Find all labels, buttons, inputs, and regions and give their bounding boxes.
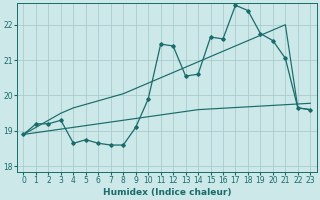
- X-axis label: Humidex (Indice chaleur): Humidex (Indice chaleur): [103, 188, 231, 197]
